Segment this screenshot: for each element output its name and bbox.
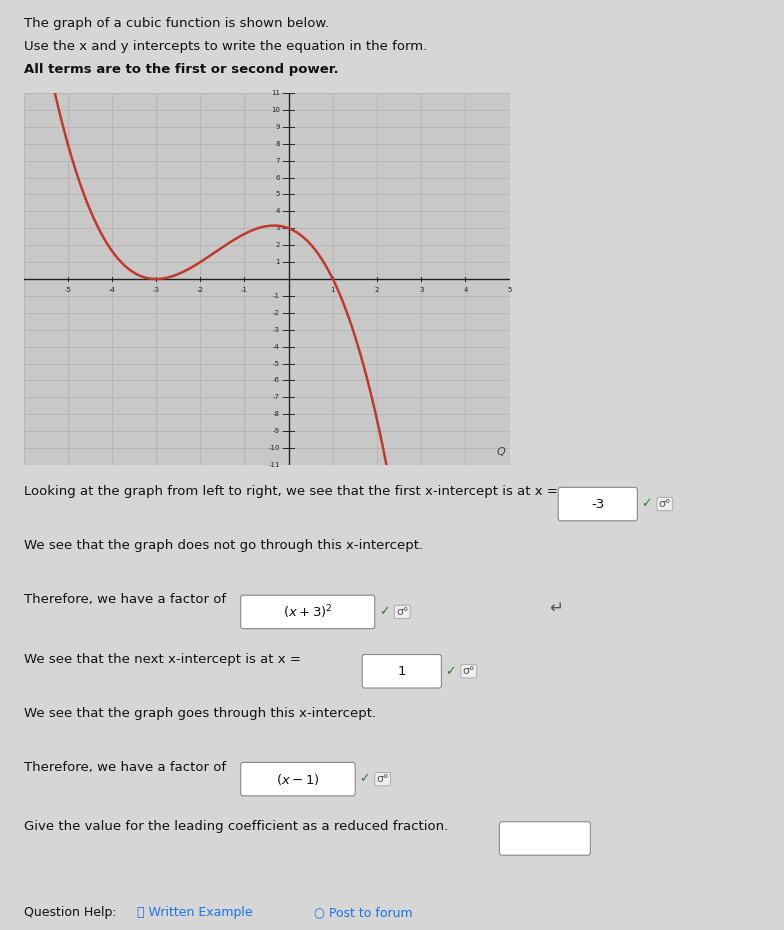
- Text: σ°: σ°: [376, 774, 389, 784]
- Text: 2: 2: [275, 242, 280, 248]
- Text: 1: 1: [275, 259, 280, 265]
- Text: 4: 4: [463, 287, 467, 294]
- Text: ✓: ✓: [359, 773, 369, 786]
- Text: ✓: ✓: [641, 498, 652, 511]
- Text: -6: -6: [273, 378, 280, 383]
- Text: 8: 8: [275, 140, 280, 147]
- Text: The graph of a cubic function is shown below.: The graph of a cubic function is shown b…: [24, 17, 328, 30]
- Text: 1: 1: [397, 665, 406, 678]
- Text: 3: 3: [419, 287, 423, 294]
- Text: σ°: σ°: [396, 607, 408, 617]
- Text: ↵: ↵: [549, 598, 563, 617]
- Text: -10: -10: [268, 445, 280, 451]
- Text: -4: -4: [108, 287, 115, 294]
- Text: $(x-1)$: $(x-1)$: [276, 772, 320, 787]
- Text: $(x+3)^2$: $(x+3)^2$: [283, 604, 332, 620]
- Text: Therefore, we have a factor of: Therefore, we have a factor of: [24, 761, 226, 774]
- Text: 4: 4: [275, 208, 280, 214]
- Text: ✓: ✓: [445, 665, 456, 678]
- Text: -1: -1: [241, 287, 248, 294]
- Text: -8: -8: [273, 411, 280, 418]
- Text: We see that the graph goes through this x-intercept.: We see that the graph goes through this …: [24, 707, 376, 720]
- Text: Give the value for the leading coefficient as a reduced fraction.: Give the value for the leading coefficie…: [24, 820, 448, 833]
- Text: 1: 1: [331, 287, 335, 294]
- Text: -5: -5: [273, 361, 280, 366]
- Text: 3: 3: [275, 225, 280, 232]
- Text: σ°: σ°: [463, 666, 475, 676]
- Text: We see that the next x-intercept is at x =: We see that the next x-intercept is at x…: [24, 653, 300, 666]
- Text: Therefore, we have a factor of: Therefore, we have a factor of: [24, 593, 226, 606]
- Text: ✓: ✓: [379, 605, 389, 618]
- Text: 5: 5: [507, 287, 512, 294]
- Text: -3: -3: [273, 326, 280, 333]
- Text: All terms are to the first or second power.: All terms are to the first or second pow…: [24, 63, 338, 76]
- Text: -2: -2: [273, 310, 280, 316]
- Text: -1: -1: [273, 293, 280, 299]
- Text: Looking at the graph from left to right, we see that the first x-intercept is at: Looking at the graph from left to right,…: [24, 485, 557, 498]
- Text: -7: -7: [273, 394, 280, 400]
- Text: Use the x and y intercepts to write the equation in the form.: Use the x and y intercepts to write the …: [24, 40, 426, 53]
- Text: 7: 7: [275, 158, 280, 164]
- Text: Q: Q: [496, 446, 505, 457]
- Text: 5: 5: [275, 192, 280, 197]
- Text: 9: 9: [275, 124, 280, 130]
- Text: 11: 11: [270, 90, 280, 96]
- Text: 2: 2: [375, 287, 379, 294]
- Text: ⎘ Written Example: ⎘ Written Example: [137, 906, 252, 919]
- Text: 6: 6: [275, 175, 280, 180]
- Text: 10: 10: [270, 107, 280, 113]
- Text: -11: -11: [268, 462, 280, 468]
- Text: -4: -4: [273, 344, 280, 350]
- Text: ○ Post to forum: ○ Post to forum: [314, 906, 412, 919]
- Text: -2: -2: [197, 287, 204, 294]
- Text: -3: -3: [153, 287, 160, 294]
- Text: -5: -5: [64, 287, 71, 294]
- Text: -9: -9: [273, 428, 280, 434]
- Text: We see that the graph does not go through this x-intercept.: We see that the graph does not go throug…: [24, 539, 423, 552]
- Text: -3: -3: [591, 498, 604, 511]
- Text: Question Help:: Question Help:: [24, 906, 116, 919]
- Text: σ°: σ°: [659, 499, 671, 509]
